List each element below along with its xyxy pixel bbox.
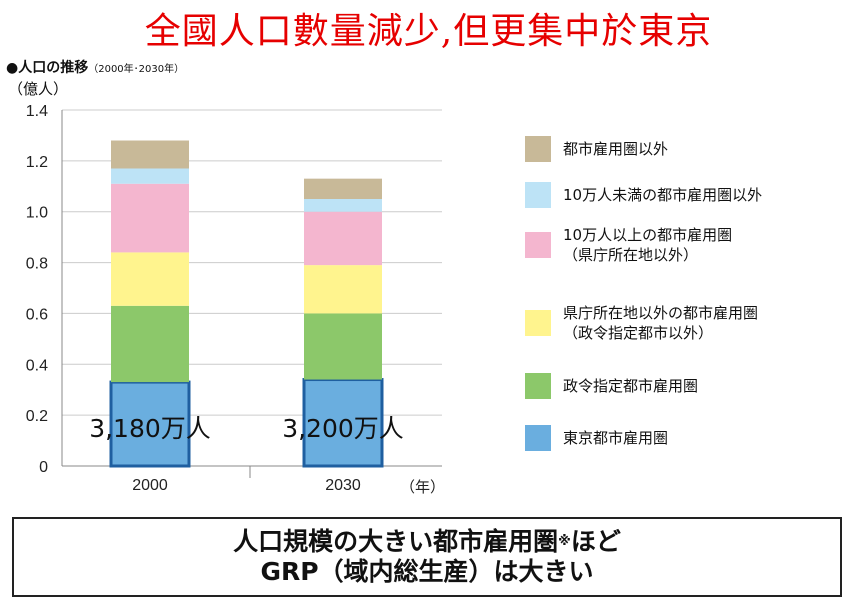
bar-data-label: 3,180万人	[89, 414, 211, 443]
legend-swatch	[525, 182, 551, 208]
bar-segment	[109, 380, 191, 468]
y-tick-label: 1.4	[26, 103, 48, 120]
caption-line-1-text: 人口規模の大きい都市雇用圏	[233, 527, 559, 556]
bar-segment	[111, 183, 189, 253]
caption-line-2: GRP（域内総生産）は大きい	[260, 557, 594, 586]
bar-data-label: 3,200万人	[282, 414, 404, 443]
legend-label: 10万人未満の都市雇用圏以外	[563, 185, 762, 205]
y-tick-label: 0.2	[26, 408, 48, 425]
legend-label-line: 県庁所在地以外の都市雇用圏	[563, 304, 759, 322]
legend-label-line: 10万人未満の都市雇用圏以外	[563, 186, 763, 204]
x-axis-label: （年）	[400, 478, 445, 496]
legend-label-line: 10万人以上の都市雇用圏	[563, 226, 733, 244]
headline: 全國人口數量減少,但更集中於東京	[144, 11, 713, 52]
legend-swatch	[525, 425, 551, 451]
legend-label: 政令指定都市雇用圏	[563, 376, 698, 396]
x-tick-label: 2000	[132, 477, 168, 494]
y-tick-label: 0.8	[26, 256, 48, 273]
legend-item: 都市雇用圏以外	[525, 136, 668, 162]
legend-label-line: 都市雇用圏以外	[563, 140, 669, 158]
chart-title: ●人口の推移（2000年･2030年）	[6, 57, 184, 77]
bar-segment	[304, 313, 382, 380]
chart-title-period: （2000年･2030年）	[88, 64, 185, 75]
y-tick-label: 0.4	[26, 357, 48, 374]
bar-segment	[111, 305, 189, 383]
stacked-bar-chart: 0 0.2 0.4 0.6 0.8 1.0 1.2 1.4 3,180万人 2000 3,200万人…	[26, 103, 445, 496]
legend-swatch	[525, 232, 551, 258]
legend-label: 県庁所在地以外の都市雇用圏 （政令指定都市以外）	[563, 303, 758, 343]
legend-item: 東京都市雇用圏	[525, 425, 668, 451]
y-tick-label: 0	[39, 459, 48, 476]
bar-segment	[304, 199, 382, 212]
y-axis-unit: （億人）	[8, 80, 69, 98]
bar-segment	[111, 140, 189, 169]
legend-label-line: 東京都市雇用圏	[563, 429, 669, 447]
legend-label-line: （県庁所在地以外）	[563, 246, 699, 264]
caption-box: 人口規模の大きい都市雇用圏※ほど GRP（域内総生産）は大きい	[12, 517, 842, 597]
bar-segment	[304, 265, 382, 314]
legend-label-line: 政令指定都市雇用圏	[563, 377, 699, 395]
legend-item: 10万人以上の都市雇用圏 （県庁所在地以外）	[525, 225, 732, 265]
y-tick-label: 1.2	[26, 154, 48, 171]
legend-item: 県庁所在地以外の都市雇用圏 （政令指定都市以外）	[525, 303, 758, 343]
bar-segment	[304, 211, 382, 266]
legend-swatch	[525, 136, 551, 162]
legend-swatch	[525, 373, 551, 399]
bar-segment	[111, 252, 189, 306]
caption-line-1-end: ほど	[570, 527, 621, 556]
caption-note-mark: ※	[558, 534, 571, 549]
legend-item: 政令指定都市雇用圏	[525, 373, 698, 399]
chart-title-text: ●人口の推移	[6, 60, 89, 76]
legend-label-line: （政令指定都市以外）	[563, 324, 714, 342]
y-tick-label: 0.6	[26, 306, 48, 323]
legend-swatch	[525, 310, 551, 336]
y-tick-label: 1.0	[26, 205, 48, 222]
bar-segment	[111, 168, 189, 184]
chart-legend: 都市雇用圏以外 10万人未満の都市雇用圏以外 10万人以上の都市雇用圏 （県庁所在地以…	[525, 128, 855, 458]
legend-label: 東京都市雇用圏	[563, 428, 668, 448]
legend-label: 10万人以上の都市雇用圏 （県庁所在地以外）	[563, 225, 732, 265]
legend-label: 都市雇用圏以外	[563, 139, 668, 159]
bar-segment	[304, 178, 382, 199]
caption-line-1: 人口規模の大きい都市雇用圏※ほど	[14, 527, 840, 557]
legend-item: 10万人未満の都市雇用圏以外	[525, 182, 762, 208]
x-tick-label: 2030	[325, 477, 361, 494]
